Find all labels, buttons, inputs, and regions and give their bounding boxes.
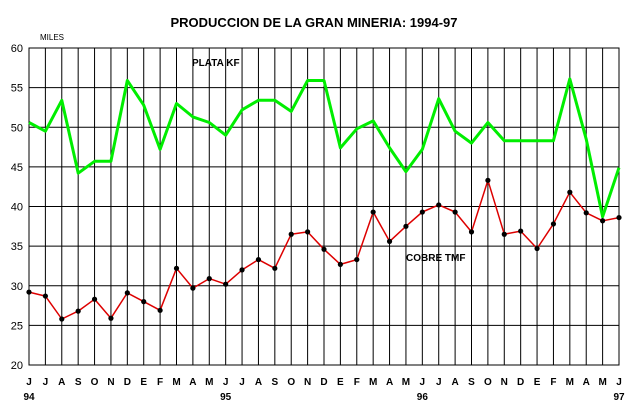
grid-lines (28, 47, 620, 366)
data-point-cobre (370, 209, 376, 215)
data-point-cobre (337, 261, 343, 267)
x-tick-label: N (107, 377, 114, 388)
data-point-cobre (403, 223, 409, 229)
data-point-cobre (173, 265, 180, 271)
data-point-cobre (157, 307, 163, 313)
data-point-cobre (583, 210, 589, 216)
y-tick-label: 40 (11, 202, 23, 214)
data-point-cobre (354, 256, 360, 263)
data-point-cobre (91, 296, 98, 302)
year-label: 95 (220, 392, 232, 403)
x-tick-label: E (140, 377, 147, 388)
x-tick-label: D (517, 377, 524, 388)
series-layer (26, 77, 622, 322)
x-tick-label: A (386, 377, 393, 388)
data-point-cobre (567, 189, 573, 195)
data-point-cobre (223, 281, 229, 287)
x-tick-label: S (468, 377, 475, 388)
data-point-cobre (42, 293, 48, 299)
data-point-cobre (75, 308, 81, 314)
data-point-cobre (501, 231, 507, 237)
data-point-cobre (452, 209, 458, 215)
data-point-cobre (288, 231, 294, 237)
x-tick-label: O (484, 377, 492, 388)
x-tick-label: A (451, 377, 458, 388)
x-tick-label: N (501, 377, 508, 388)
year-label: 96 (417, 392, 429, 403)
x-tick-label: S (271, 377, 278, 388)
x-tick-label: A (58, 377, 65, 388)
chart-title: PRODUCCION DE LA GRAN MINERIA: 1994-97 (170, 15, 457, 30)
x-axis-ticks: J J A S O N D E F M A M J J A S O N D E F M A M J J A S O N D E F M A M J94 9… (23, 377, 625, 403)
data-point-cobre (600, 218, 606, 224)
x-tick-label: O (91, 377, 99, 388)
series-label-plata: PLATA KF (192, 58, 240, 69)
data-point-cobre (141, 299, 147, 305)
data-point-cobre (206, 276, 212, 282)
x-tick-label: J (616, 377, 622, 388)
data-point-cobre (485, 177, 491, 183)
x-tick-label: M (205, 377, 213, 388)
data-point-cobre (26, 289, 32, 295)
data-point-cobre (190, 285, 196, 291)
y-tick-label: 55 (11, 83, 23, 95)
x-tick-label: M (402, 377, 410, 388)
data-point-cobre (616, 214, 622, 221)
x-tick-label: J (26, 377, 32, 388)
y-tick-label: 50 (11, 122, 23, 134)
x-tick-label: A (583, 377, 590, 388)
y-tick-label: 45 (11, 162, 23, 174)
x-tick-label: M (172, 377, 180, 388)
data-point-cobre (534, 245, 540, 252)
data-point-cobre (386, 238, 393, 244)
series-label-cobre: COBRE TMF (406, 253, 465, 264)
data-point-cobre (518, 228, 524, 234)
x-tick-label: J (436, 377, 442, 388)
data-point-cobre (321, 246, 327, 252)
x-tick-label: M (369, 377, 377, 388)
x-tick-label: J (239, 377, 245, 388)
x-tick-label: F (354, 377, 360, 388)
x-tick-label: M (598, 377, 606, 388)
data-point-cobre (436, 202, 442, 208)
data-point-cobre (59, 316, 65, 322)
data-point-cobre (272, 265, 278, 271)
data-point-cobre (419, 209, 425, 215)
x-tick-label: A (189, 377, 196, 388)
x-tick-label: E (534, 377, 541, 388)
x-tick-label: S (75, 377, 82, 388)
x-tick-label: M (566, 377, 574, 388)
series-line-plata (28, 77, 621, 219)
x-tick-label: N (304, 377, 311, 388)
x-tick-label: J (420, 377, 426, 388)
y-tick-label: 20 (11, 360, 23, 372)
data-point-cobre (239, 267, 245, 273)
y-axis-ticks: 20 25 30 35 40 45 50 55 60 (11, 43, 23, 372)
data-point-cobre (108, 315, 114, 321)
x-tick-label: J (43, 377, 49, 388)
x-tick-label: J (223, 377, 229, 388)
x-tick-label: O (287, 377, 295, 388)
x-tick-label: D (124, 377, 131, 388)
data-point-cobre (468, 229, 475, 235)
data-point-cobre (255, 256, 262, 263)
x-tick-label: F (157, 377, 163, 388)
x-tick-label: F (550, 377, 556, 388)
data-point-cobre (550, 221, 557, 227)
y-tick-label: 60 (11, 43, 23, 55)
x-tick-label: E (337, 377, 344, 388)
y-tick-label: 30 (11, 281, 23, 293)
unit-label: MILES (40, 33, 64, 42)
x-tick-label: D (320, 377, 327, 388)
data-point-cobre (305, 229, 311, 235)
y-tick-label: 35 (11, 241, 23, 253)
year-label: 94 (23, 392, 35, 403)
data-point-cobre (124, 290, 130, 296)
year-label: 97 (613, 392, 625, 403)
y-tick-label: 25 (11, 320, 23, 332)
x-tick-label: A (255, 377, 262, 388)
